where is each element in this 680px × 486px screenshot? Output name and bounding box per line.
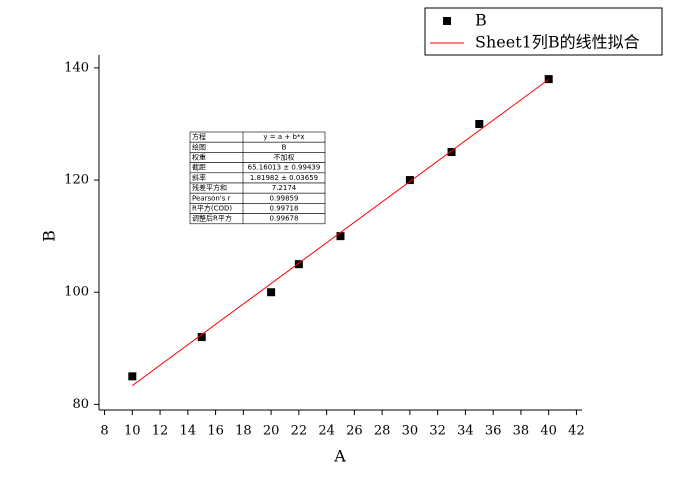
table-cell: 1.81982 ± 0.03659 (250, 174, 318, 182)
y-tick-label: 120 (64, 173, 89, 188)
x-tick-label: 28 (374, 424, 391, 439)
legend-label: Sheet1列B的线性拟合 (475, 33, 640, 52)
x-tick-label: 16 (207, 424, 224, 439)
x-tick-label: 14 (180, 424, 197, 439)
fit-line (132, 78, 549, 386)
table-row (189, 152, 326, 163)
table-cell: Pearson's r (192, 194, 231, 202)
y-tick-label: 100 (64, 285, 89, 300)
legend-marker (443, 17, 451, 25)
x-tick-label: 10 (124, 424, 141, 439)
x-tick-label: 40 (540, 424, 557, 439)
table-cell: 65.16013 ± 0.99439 (248, 164, 321, 172)
x-tick-label: 42 (568, 424, 585, 439)
table-cell: B (282, 143, 287, 151)
table-cell: 0.99859 (270, 194, 299, 202)
x-tick-label: 34 (457, 424, 474, 439)
table-row (189, 131, 326, 143)
point (294, 260, 303, 269)
y-axis-label: B (40, 230, 59, 242)
table-row (189, 213, 326, 225)
point (544, 75, 553, 84)
point (475, 119, 484, 128)
table-cell: 残差平方和 (192, 183, 227, 192)
x-tick-label: 38 (513, 424, 530, 439)
table-cell: R平方(COD) (192, 204, 232, 213)
point (447, 148, 456, 157)
point (197, 333, 206, 342)
table-cell: 权重 (192, 153, 206, 162)
x-axis-label: A (333, 447, 346, 466)
table-row (189, 141, 326, 153)
table-cell: 调整后R平方 (192, 214, 232, 223)
table-cell: 不加权 (274, 153, 295, 162)
x-tick-label: 32 (429, 424, 446, 439)
y-tick-label: 140 (64, 60, 89, 75)
point (267, 288, 276, 297)
table-cell: y = a + b*x (263, 133, 304, 141)
point (405, 176, 414, 185)
x-tick-label: 8 (100, 424, 108, 439)
y-tick-label: 80 (72, 397, 89, 412)
x-tick-label: 22 (291, 424, 308, 439)
point (336, 232, 345, 241)
table-cell: 方程 (192, 132, 206, 141)
table-cell: 截距 (192, 163, 206, 172)
x-tick-label: 18 (235, 424, 252, 439)
legend-label: B (475, 11, 487, 30)
table-cell: 斜率 (192, 173, 206, 182)
x-tick-label: 36 (485, 424, 502, 439)
point (128, 372, 137, 381)
x-tick-label: 12 (152, 424, 169, 439)
table-cell: 0.99678 (270, 215, 299, 223)
legend-box (424, 7, 663, 56)
table-cell: 绘图 (192, 142, 206, 151)
table-cell: 0.99718 (270, 205, 299, 213)
x-tick-label: 30 (402, 424, 419, 439)
x-tick-label: 20 (263, 424, 280, 439)
x-tick-label: 26 (346, 424, 363, 439)
table-cell: 7.2174 (272, 184, 297, 192)
x-tick-label: 24 (318, 424, 335, 439)
